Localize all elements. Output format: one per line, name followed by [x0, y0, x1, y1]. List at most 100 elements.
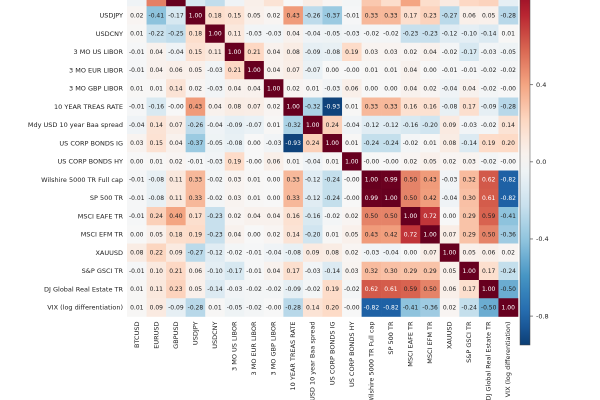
cell-value-label: 0.10	[150, 268, 164, 275]
heatmap-cell	[381, 188, 401, 208]
row-label: VIX (log differentiation)	[47, 304, 123, 312]
heatmap-cell	[322, 280, 343, 299]
cell-value-label: -0.02	[383, 31, 399, 38]
heatmap-cell	[302, 115, 323, 135]
heatmap-cell	[342, 6, 362, 25]
cell-value-label: -0.12	[305, 195, 321, 202]
heatmap-cell	[127, 298, 147, 317]
heatmap-cell	[361, 152, 382, 171]
heatmap-cell	[302, 207, 323, 226]
heatmap-cell	[439, 97, 460, 117]
heatmap-cell	[439, 152, 460, 171]
heatmap-cell	[400, 243, 421, 263]
cell-value-label: 0.04	[247, 85, 261, 92]
heatmap-cell	[420, 115, 441, 135]
cell-value-label: -0.01	[129, 177, 145, 184]
cell-value-label: 0.01	[326, 231, 340, 238]
heatmap-cell	[420, 170, 441, 190]
cell-value-label: -0.23	[403, 31, 419, 38]
heatmap-cell	[381, 24, 401, 44]
heatmap-cell	[166, 261, 186, 281]
cell-value-label: 0.72	[423, 213, 437, 220]
heatmap-cell	[381, 170, 401, 190]
cell-value-label: 0.29	[462, 231, 476, 238]
cell-value-label: -0.93	[285, 140, 301, 147]
row-label: Mdy USD 10 year Baa spread	[28, 121, 123, 129]
cell-value-label: 0.43	[189, 104, 203, 111]
heatmap-cell	[127, 207, 147, 226]
cell-value-label: 0.01	[150, 85, 164, 92]
heatmap-cell	[166, 280, 186, 299]
heatmap-cell	[322, 6, 343, 25]
cell-value-label: 0.03	[130, 140, 144, 147]
cell-value-label: 0.32	[365, 268, 379, 275]
cell-value-label: 0.18	[169, 231, 183, 238]
heatmap-cell	[342, 24, 362, 44]
heatmap-cell	[166, 79, 186, 98]
cell-value-label: 0.00	[247, 231, 261, 238]
row-label: 10 YEAR TREAS RATE	[54, 103, 123, 111]
heatmap-cell	[439, 6, 460, 25]
heatmap-cell	[478, 170, 499, 190]
heatmap-cell	[459, 79, 480, 98]
cell-value-label: 0.08	[130, 250, 144, 257]
heatmap-cell	[224, 243, 245, 263]
cell-value-label: 0.08	[326, 250, 340, 257]
heatmap-cell	[283, 115, 304, 135]
cell-value-label: -0.12	[305, 177, 321, 184]
heatmap-cell	[283, 97, 304, 117]
cell-value-label: 0.02	[443, 304, 457, 311]
heatmap-cell	[498, 42, 519, 62]
cell-value-label: -0.00	[285, 0, 301, 1]
heatmap-cell	[127, 225, 147, 244]
heatmap-cell	[166, 152, 186, 171]
heatmap-cells: -0.040.511.00-0.17-0.25-0.040.060.14-0.0…	[127, 0, 519, 317]
column-label: MSCI EAFE TR	[406, 321, 414, 367]
heatmap-cell	[420, 0, 441, 7]
cell-value-label: 1.00	[267, 85, 281, 92]
cell-value-label: 0.30	[384, 268, 398, 275]
cell-value-label: -0.08	[149, 177, 165, 184]
heatmap-cell	[322, 207, 343, 226]
heatmap-cell	[263, 97, 284, 117]
cell-value-label: -0.04	[442, 195, 458, 202]
cell-value-label: 1.00	[247, 67, 261, 74]
heatmap-cell	[283, 152, 304, 171]
heatmap-cell	[224, 115, 245, 135]
cell-value-label: 0.27	[365, 0, 379, 1]
cell-value-label: 0.61	[384, 286, 398, 293]
cell-value-label: -0.02	[207, 195, 223, 202]
cell-value-label: 0.20	[502, 140, 516, 147]
column-label: XAUUSD	[446, 322, 454, 350]
cell-value-label: 0.14	[306, 304, 320, 311]
cell-value-label: 0.07	[286, 67, 300, 74]
cell-value-label: 0.24	[306, 140, 320, 147]
heatmap-cell	[498, 97, 519, 117]
heatmap-cell	[459, 24, 480, 44]
heatmap-cell	[459, 280, 480, 299]
cell-value-label: 0.99	[365, 195, 379, 202]
heatmap-cell	[420, 298, 441, 317]
heatmap-cell	[498, 207, 519, 226]
cell-value-label: 0.01	[326, 158, 340, 165]
cell-value-label: 0.04	[208, 104, 222, 111]
heatmap-cell	[342, 280, 362, 299]
cell-value-label: 0.04	[404, 85, 418, 92]
cell-value-label: 0.00	[267, 177, 281, 184]
heatmap-cell	[166, 225, 186, 244]
cell-value-label: 0.21	[462, 0, 476, 1]
cell-value-label: 0.01	[247, 195, 261, 202]
colorbar-tick-label: -0.4	[536, 235, 549, 243]
heatmap-cell	[127, 0, 147, 7]
heatmap-cell	[342, 97, 362, 117]
heatmap-cell	[439, 298, 460, 317]
heatmap-cell	[459, 243, 480, 263]
heatmap-cell	[185, 61, 206, 80]
heatmap-cell	[498, 298, 519, 317]
heatmap-cell	[361, 6, 382, 25]
cell-value-label: -0.04	[305, 158, 321, 165]
cell-value-label: 0.00	[404, 250, 418, 257]
cell-value-label: 1.00	[169, 0, 183, 1]
heatmap-cell	[205, 207, 226, 226]
heatmap-cell	[420, 97, 441, 117]
